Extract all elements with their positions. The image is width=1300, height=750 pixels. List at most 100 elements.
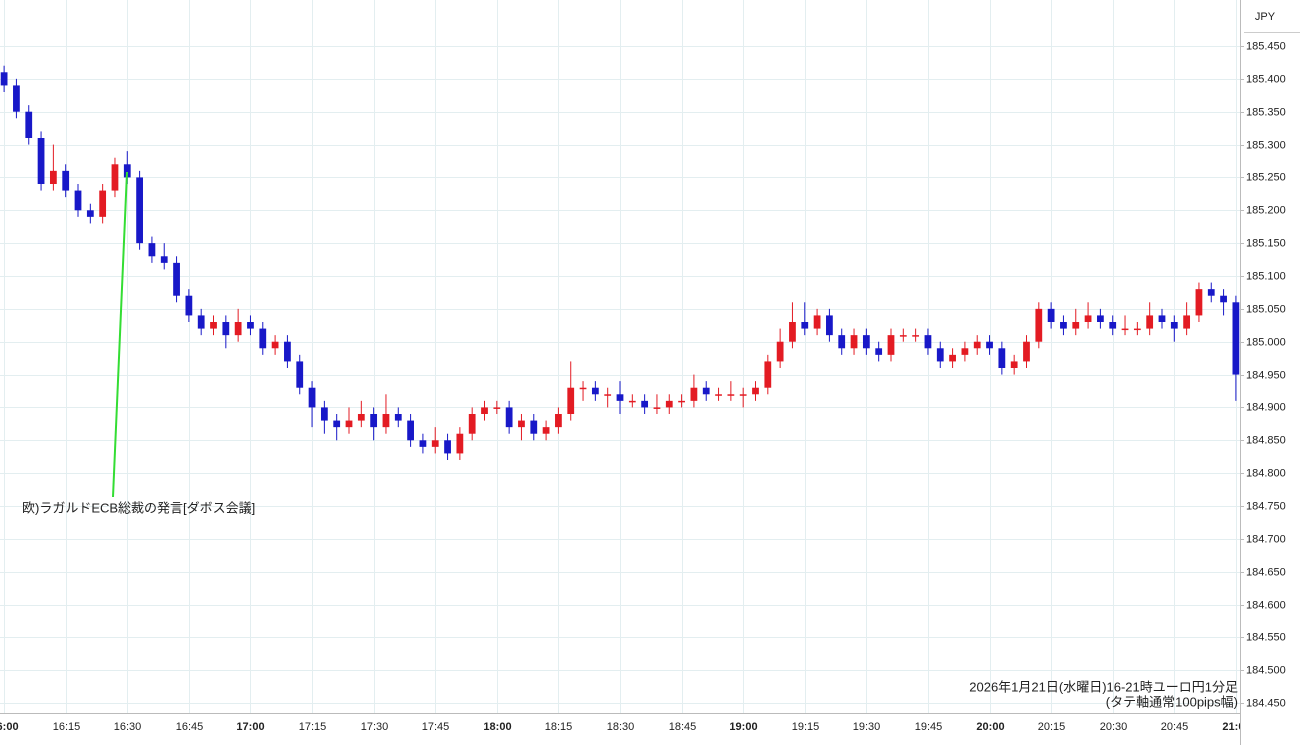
candle-body [123, 164, 131, 178]
candle-body [641, 400, 649, 408]
candle-body [764, 361, 772, 388]
candle-body [222, 322, 230, 336]
candle-body [776, 341, 784, 362]
x-tick-label: 19:45 [915, 721, 943, 733]
candle-body [456, 433, 464, 454]
candle-body [25, 111, 33, 138]
candle-body [234, 322, 242, 336]
candle-body [1195, 289, 1203, 316]
candle-body [912, 335, 920, 337]
y-tick-label: 185.250 [1246, 171, 1286, 183]
y-tick-label: 185.200 [1246, 204, 1286, 216]
candle-body [320, 407, 328, 421]
x-tick-label: 19:15 [792, 721, 820, 733]
candle-body [1060, 322, 1067, 329]
x-tick-label: 21:00 [1222, 721, 1250, 733]
candle-body [345, 420, 353, 428]
y-tick-label: 184.500 [1246, 664, 1286, 676]
candle-body [197, 315, 205, 329]
candle-body [1220, 295, 1227, 303]
candle-body [1183, 315, 1191, 329]
y-tick-label: 185.050 [1246, 303, 1286, 315]
candle-body [173, 262, 180, 296]
candle-body [628, 400, 636, 403]
candle-body [37, 138, 45, 184]
candle-body [284, 341, 291, 362]
x-tick-label: 17:30 [361, 721, 389, 733]
x-tick-label: 18:30 [607, 721, 635, 733]
candle-body [86, 210, 94, 217]
candle-body [1146, 315, 1154, 329]
y-tick-label: 184.950 [1246, 369, 1286, 381]
candle-body [530, 420, 538, 434]
candle-body [727, 394, 735, 396]
y-tick-label: 185.450 [1246, 40, 1286, 52]
x-tick-label: 19:30 [853, 721, 881, 733]
candle-body [185, 295, 193, 316]
candle-body [1133, 328, 1141, 331]
x-tick-label: 17:15 [299, 721, 327, 733]
candle-body [382, 414, 390, 428]
candle-body [296, 361, 304, 388]
candle-body [1170, 322, 1178, 329]
candle-body [715, 394, 722, 396]
y-tick-label: 185.000 [1246, 336, 1286, 348]
candle-body [986, 341, 993, 349]
candle-body [370, 414, 378, 428]
candle-body [604, 394, 612, 396]
y-tick-label: 184.800 [1246, 467, 1286, 479]
candle-body [690, 387, 698, 401]
candle-body [555, 414, 562, 428]
candle-body [936, 348, 944, 362]
plot-area [0, 65, 1240, 460]
y-tick-label: 184.450 [1246, 697, 1286, 709]
candle-body [665, 400, 673, 408]
x-tick-label: 17:45 [422, 721, 450, 733]
candle-body [444, 440, 451, 454]
candle-body [949, 354, 956, 362]
x-tick-label: 18:15 [545, 721, 573, 733]
candle-body [801, 322, 809, 329]
annotation-line [112, 171, 128, 498]
candle-body [838, 335, 846, 349]
x-tick-label: 18:45 [669, 721, 697, 733]
candle-body [160, 256, 168, 263]
candle-body [678, 400, 685, 403]
y-tick-label: 184.750 [1246, 500, 1286, 512]
candle-body [1097, 315, 1104, 322]
x-tick-label: 20:00 [976, 721, 1004, 733]
candle-body [1023, 341, 1030, 362]
candle-body [13, 85, 20, 112]
candle-body [875, 348, 883, 355]
candle-body [702, 387, 710, 395]
x-tick-label: 18:00 [483, 721, 511, 733]
candle-body [431, 440, 439, 447]
y-tick-label: 184.900 [1246, 401, 1286, 413]
y-tick-label: 184.600 [1246, 599, 1286, 611]
x-tick-label: 16:00 [0, 721, 19, 733]
candle-body [1035, 308, 1043, 342]
candle-body [259, 328, 267, 349]
candle-body [210, 322, 217, 329]
y-tick-label: 184.650 [1246, 566, 1286, 578]
x-tick-label: 20:30 [1100, 721, 1128, 733]
x-tick-label: 19:00 [729, 721, 757, 733]
candle-body [333, 420, 341, 428]
candle-body [616, 394, 624, 401]
candle-body [924, 335, 932, 349]
y-tick-label: 185.100 [1246, 270, 1286, 282]
candle-body [1158, 315, 1166, 322]
candle-body [1109, 322, 1117, 329]
candle-body [542, 427, 550, 434]
candle-body [739, 394, 747, 396]
candle-body [148, 243, 156, 257]
candle-body [1010, 361, 1018, 368]
candle-body [998, 348, 1006, 368]
candle-body [505, 407, 513, 428]
candle-body [394, 414, 402, 421]
y-tick-label: 184.700 [1246, 533, 1286, 545]
x-tick-label: 16:15 [53, 721, 81, 733]
candle-body [1084, 315, 1092, 322]
